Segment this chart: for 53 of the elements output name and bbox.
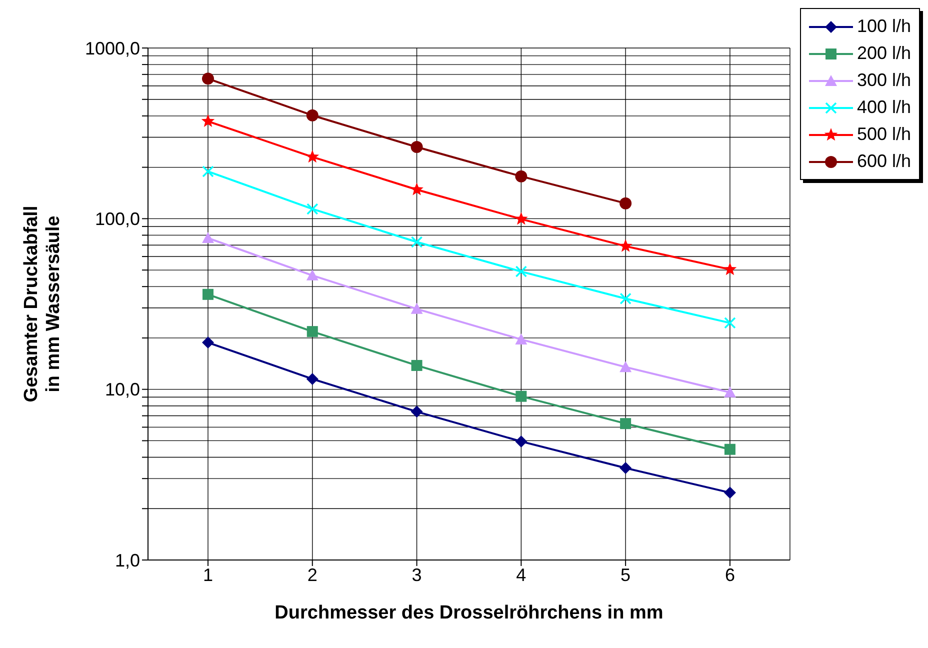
x-axis-title: Durchmesser des Drosselröhrchens in mm [274, 602, 664, 624]
y-tick-label: 1000,0 [84, 38, 140, 58]
x-tick-label: 3 [412, 564, 422, 585]
y-tick-label: 1,0 [114, 550, 140, 570]
point [411, 360, 422, 371]
point [306, 150, 320, 163]
point [514, 212, 528, 225]
point [306, 326, 318, 338]
point [201, 114, 215, 127]
point [202, 166, 214, 178]
legend-label: 300 l/h [856, 70, 911, 91]
point [724, 386, 736, 398]
point [515, 333, 528, 344]
point [410, 406, 423, 418]
x-tick-label: 5 [620, 564, 631, 585]
legend-label: 400 l/h [856, 97, 911, 118]
point [515, 266, 528, 278]
y-tick-label: 10,0 [104, 380, 140, 400]
point [724, 486, 736, 499]
point [618, 239, 632, 252]
point [410, 236, 423, 248]
point [620, 361, 632, 372]
point [723, 262, 737, 276]
point [724, 317, 736, 329]
point [306, 109, 318, 122]
point [202, 232, 214, 244]
point [410, 140, 423, 153]
point [620, 462, 632, 474]
point [410, 302, 423, 314]
x-tick-label: 2 [307, 564, 318, 585]
point [620, 418, 632, 430]
x-tick-label: 6 [724, 564, 735, 585]
legend-label: 500 l/h [856, 124, 911, 145]
point [516, 390, 527, 402]
point [620, 197, 632, 210]
legend-label: 100 l/h [856, 16, 911, 37]
point [202, 72, 214, 85]
x-tick-label: 1 [202, 564, 214, 585]
point [202, 288, 214, 300]
point [202, 336, 214, 349]
point [724, 444, 736, 455]
legend-label: 200 l/h [856, 43, 911, 64]
x-tick-label: 4 [516, 564, 526, 585]
legend-label: 600 l/h [856, 151, 911, 172]
point [515, 435, 528, 448]
point [515, 170, 528, 182]
y-axis-title: Gesamter Druckabfall in mm Wassersäule [21, 206, 64, 402]
point [306, 269, 318, 280]
point [306, 203, 318, 215]
point [410, 182, 424, 196]
y-tick-label: 100,0 [94, 209, 140, 230]
point [306, 372, 318, 385]
point [620, 292, 632, 305]
